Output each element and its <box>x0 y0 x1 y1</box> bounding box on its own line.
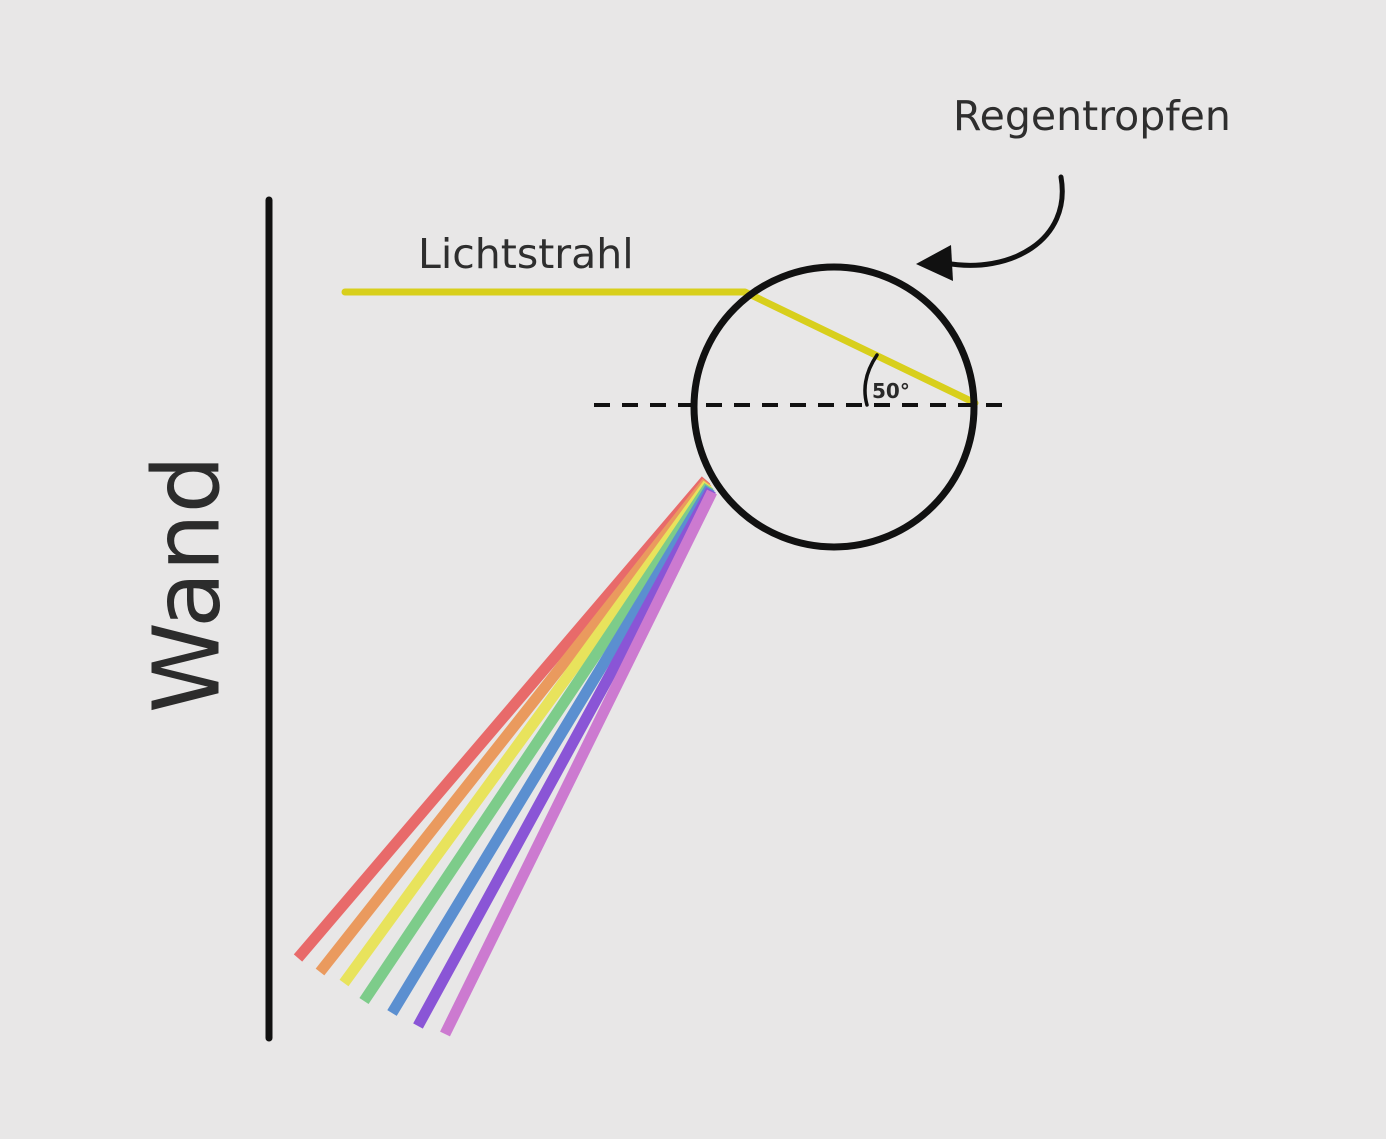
raindrop-label: Regentropfen <box>953 92 1231 140</box>
pointer-arrow-head-icon <box>916 245 953 281</box>
spectrum-ray <box>339 480 713 987</box>
angle-arc <box>863 353 879 407</box>
wall-label: Wand <box>133 454 241 714</box>
light-ray-label: Lichtstrahl <box>418 230 634 278</box>
spectrum-ray <box>440 489 717 1037</box>
spectrum-ray <box>387 485 715 1016</box>
spectrum-ray <box>293 476 711 962</box>
spectrum-ray <box>359 482 714 1005</box>
incoming-light-ray <box>341 288 979 407</box>
angle-label: 50° <box>872 379 910 403</box>
spectrum-ray <box>315 478 712 976</box>
pointer-arrow-curve <box>942 174 1065 268</box>
spectrum-ray <box>413 487 716 1029</box>
spectrum-rays <box>293 476 717 1037</box>
